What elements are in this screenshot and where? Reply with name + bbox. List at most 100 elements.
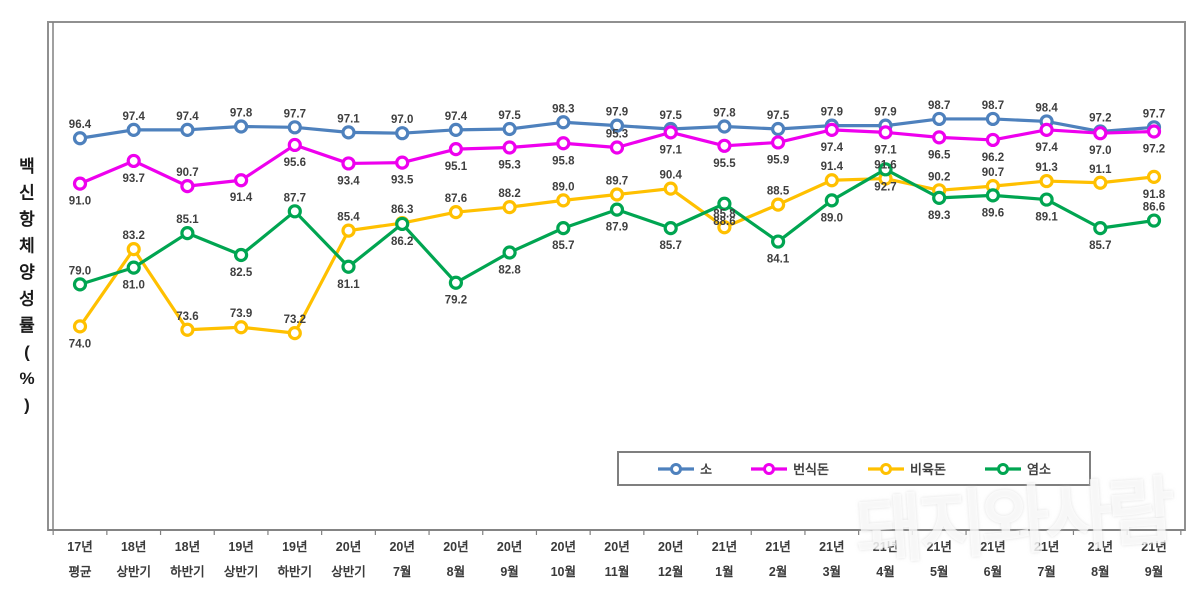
svg-text:93.4: 93.4 bbox=[337, 175, 360, 187]
svg-text:97.4: 97.4 bbox=[123, 111, 146, 123]
data-point-번식돈 bbox=[985, 132, 1001, 148]
data-point-번식돈 bbox=[1146, 124, 1162, 139]
svg-text:하반기: 하반기 bbox=[170, 564, 205, 579]
legend-item-염소: 염소 bbox=[984, 459, 1051, 478]
data-point-비육돈 bbox=[341, 223, 356, 238]
svg-text:73.2: 73.2 bbox=[284, 314, 306, 326]
svg-text:87.6: 87.6 bbox=[445, 193, 467, 205]
svg-text:85.4: 85.4 bbox=[337, 212, 360, 224]
data-point-염소 bbox=[72, 277, 88, 292]
data-point-비육돈 bbox=[609, 187, 625, 202]
svg-text:90.7: 90.7 bbox=[176, 167, 198, 179]
svg-text:9월: 9월 bbox=[1145, 564, 1163, 579]
svg-text:상반기: 상반기 bbox=[116, 564, 151, 579]
svg-text:20년: 20년 bbox=[443, 540, 468, 554]
data-point-소 bbox=[609, 118, 625, 133]
data-point-염소 bbox=[609, 202, 625, 217]
data-point-염소 bbox=[932, 190, 947, 205]
svg-text:(: ( bbox=[24, 343, 30, 362]
svg-text:97.4: 97.4 bbox=[821, 142, 844, 154]
svg-text:88.6: 88.6 bbox=[713, 216, 735, 228]
svg-text:20년: 20년 bbox=[658, 540, 683, 554]
svg-text:6월: 6월 bbox=[984, 564, 1002, 579]
svg-text:97.9: 97.9 bbox=[874, 107, 896, 119]
svg-text:11월: 11월 bbox=[605, 564, 630, 579]
data-point-번식돈 bbox=[502, 140, 517, 155]
svg-text:20년: 20년 bbox=[389, 540, 414, 554]
svg-text:87.7: 87.7 bbox=[284, 192, 306, 204]
svg-text:4월: 4월 bbox=[876, 564, 894, 579]
svg-text:97.8: 97.8 bbox=[230, 107, 253, 119]
svg-text:21년: 21년 bbox=[765, 540, 790, 554]
svg-text:12월: 12월 bbox=[658, 564, 683, 579]
data-labels-염소: 79.0 81.0 85.1 82.5 87.7 81.1 86.2 79.2 82.8 85.7… bbox=[69, 181, 1165, 306]
svg-text:81.1: 81.1 bbox=[337, 279, 360, 291]
series-비육돈 bbox=[72, 169, 1162, 341]
legend-item-소: 소 bbox=[657, 459, 712, 478]
svg-text:19년: 19년 bbox=[282, 540, 307, 554]
svg-text:21년: 21년 bbox=[1088, 540, 1113, 554]
svg-text:97.5: 97.5 bbox=[767, 110, 790, 122]
svg-text:97.1: 97.1 bbox=[660, 144, 683, 156]
svg-text:91.4: 91.4 bbox=[230, 192, 253, 204]
data-point-염소 bbox=[717, 196, 732, 211]
svg-text:79.0: 79.0 bbox=[69, 265, 91, 277]
legend-label-염소: 염소 bbox=[1027, 462, 1051, 477]
svg-text:97.2: 97.2 bbox=[1143, 144, 1165, 156]
svg-text:95.1: 95.1 bbox=[445, 161, 468, 173]
svg-text:97.9: 97.9 bbox=[606, 107, 628, 119]
svg-text:85.8: 85.8 bbox=[713, 208, 736, 220]
data-point-비육돈 bbox=[556, 193, 571, 208]
x-axis-ticks bbox=[52, 530, 1182, 535]
svg-text:21년: 21년 bbox=[712, 540, 737, 554]
data-point-비육돈 bbox=[448, 205, 463, 220]
svg-text:85.7: 85.7 bbox=[552, 240, 574, 252]
svg-text:82.8: 82.8 bbox=[498, 264, 521, 276]
data-point-소 bbox=[287, 120, 302, 135]
svg-text:19년: 19년 bbox=[228, 540, 253, 554]
data-point-번식돈 bbox=[180, 179, 195, 194]
data-point-염소 bbox=[287, 204, 302, 219]
legend-marker-비육돈 bbox=[868, 462, 905, 475]
data-point-비육돈 bbox=[234, 320, 249, 335]
data-point-비육돈 bbox=[287, 326, 302, 341]
data-point-비육돈 bbox=[126, 242, 141, 257]
data-point-번식돈 bbox=[1039, 122, 1054, 137]
svg-text:89.7: 89.7 bbox=[606, 176, 628, 188]
data-point-소 bbox=[448, 122, 463, 137]
data-point-염소 bbox=[180, 226, 195, 241]
data-point-소 bbox=[72, 131, 88, 146]
svg-text:2월: 2월 bbox=[769, 564, 787, 579]
data-point-번식돈 bbox=[932, 130, 947, 145]
svg-text:95.3: 95.3 bbox=[498, 159, 520, 171]
data-point-비육돈 bbox=[72, 319, 88, 334]
legend-marker-소 bbox=[658, 462, 695, 475]
svg-text:95.3: 95.3 bbox=[606, 128, 628, 140]
data-point-번식돈 bbox=[770, 135, 786, 150]
svg-text:79.2: 79.2 bbox=[445, 295, 467, 307]
data-point-번식돈 bbox=[287, 137, 302, 153]
svg-text:1월: 1월 bbox=[715, 564, 733, 579]
svg-text:85.1: 85.1 bbox=[176, 214, 199, 226]
data-point-염소 bbox=[556, 221, 571, 236]
data-point-소 bbox=[234, 119, 249, 134]
svg-text:97.7: 97.7 bbox=[1143, 108, 1165, 120]
svg-text:86.3: 86.3 bbox=[391, 204, 413, 216]
series-번식돈 bbox=[72, 122, 1162, 194]
svg-text:양: 양 bbox=[19, 263, 35, 282]
data-point-소 bbox=[126, 122, 141, 137]
svg-text:85.7: 85.7 bbox=[660, 240, 682, 252]
svg-text:89.1: 89.1 bbox=[1035, 212, 1058, 224]
svg-text:17년: 17년 bbox=[67, 540, 92, 554]
svg-text:20년: 20년 bbox=[497, 540, 522, 554]
svg-text:21년: 21년 bbox=[1141, 540, 1166, 554]
svg-text:률: 률 bbox=[19, 316, 35, 335]
svg-text:98.7: 98.7 bbox=[928, 100, 950, 112]
svg-text:상반기: 상반기 bbox=[331, 564, 366, 579]
svg-text:89.6: 89.6 bbox=[982, 207, 1004, 219]
svg-text:91.8: 91.8 bbox=[1143, 189, 1166, 201]
svg-text:95.8: 95.8 bbox=[552, 155, 575, 167]
svg-text:98.3: 98.3 bbox=[552, 103, 574, 115]
svg-text:97.5: 97.5 bbox=[660, 110, 683, 122]
